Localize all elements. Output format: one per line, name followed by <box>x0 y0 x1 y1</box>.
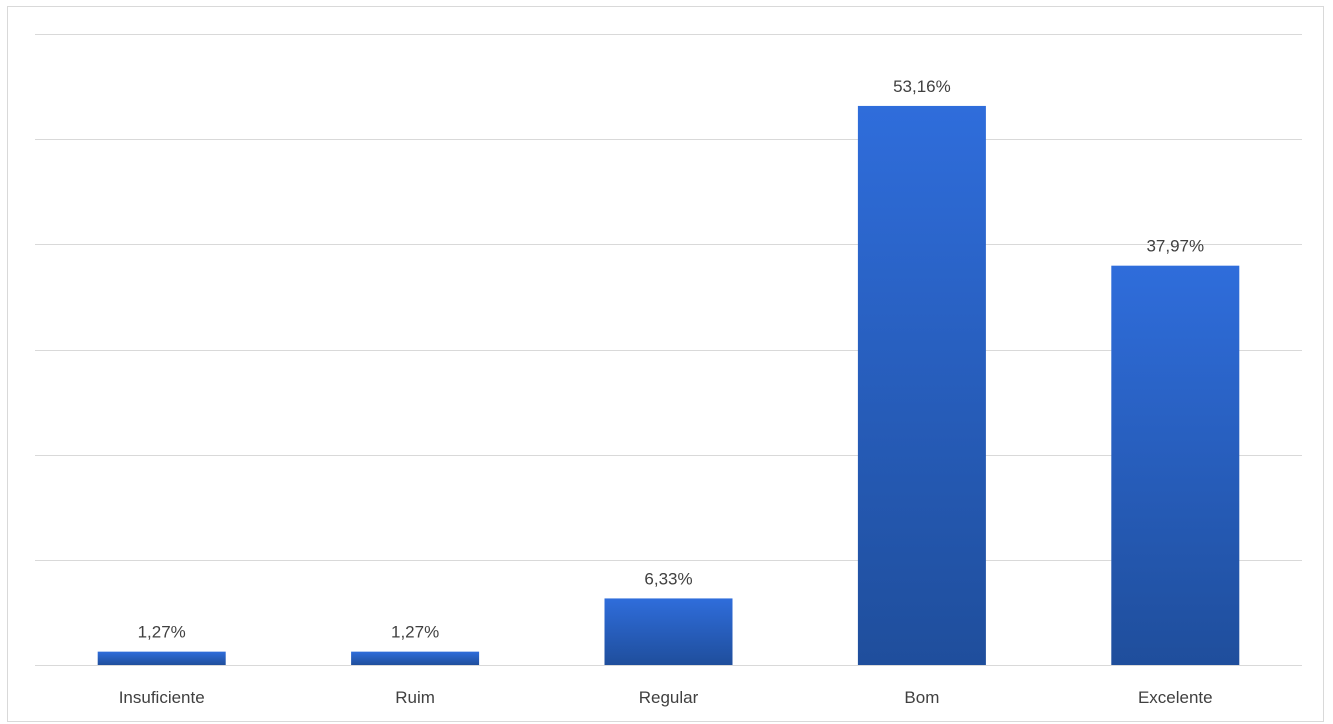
x-tick-label-bom: Bom <box>904 688 939 707</box>
bar-regular <box>604 598 733 665</box>
bar-bom <box>857 105 986 665</box>
bars <box>97 105 1240 665</box>
x-tick-label-excelente: Excelente <box>1138 688 1213 707</box>
x-tick-label-ruim: Ruim <box>395 688 435 707</box>
bar-ruim <box>351 651 480 665</box>
bar-insuficiente <box>97 651 226 665</box>
data-label-bom: 53,16% <box>893 77 951 96</box>
data-label-excelente: 37,97% <box>1146 237 1204 256</box>
bar-excelente <box>1111 265 1240 665</box>
x-tick-label-regular: Regular <box>639 688 699 707</box>
gridlines <box>35 34 1302 666</box>
data-label-insuficiente: 1,27% <box>138 623 186 642</box>
data-labels: 1,27% 1,27% 6,33% 53,16% 37,97% <box>138 77 1205 642</box>
x-axis-tick-labels: Insuficiente Ruim Regular Bom Excelente <box>119 688 1213 707</box>
data-label-regular: 6,33% <box>644 569 692 588</box>
data-label-ruim: 1,27% <box>391 623 439 642</box>
x-tick-label-insuficiente: Insuficiente <box>119 688 205 707</box>
